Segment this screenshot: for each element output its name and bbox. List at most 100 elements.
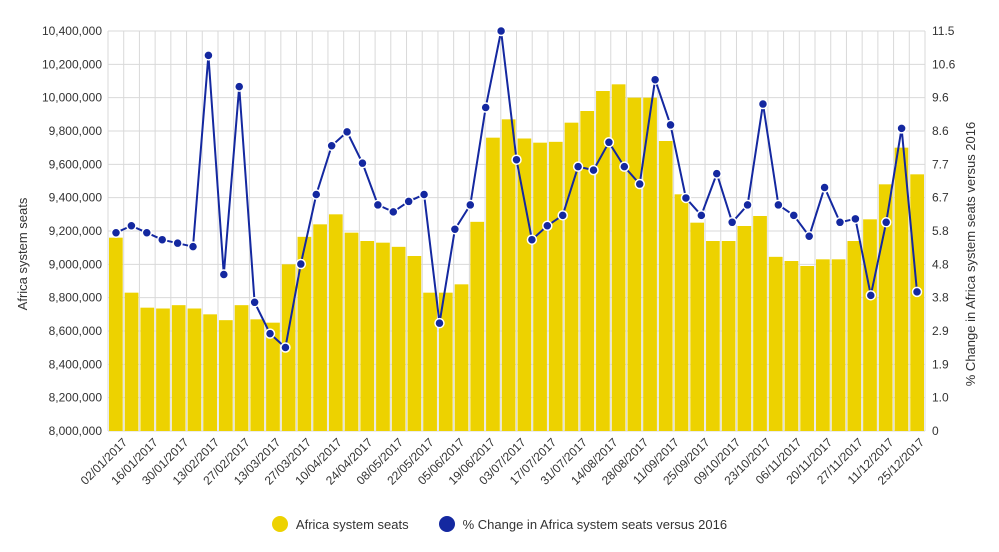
left-tick-label: 8,200,000 [49, 391, 103, 405]
legend: Africa system seats % Change in Africa s… [0, 516, 999, 532]
bar [580, 111, 595, 431]
legend-swatch-seats [271, 516, 288, 532]
bar [203, 314, 217, 431]
x-axis-ticks: 02/01/201716/01/201730/01/201713/02/2017… [78, 435, 928, 488]
line-point [619, 161, 630, 172]
line-point [511, 154, 522, 165]
bar [234, 305, 249, 431]
line-point [341, 126, 353, 138]
line-point [141, 227, 153, 238]
bar [627, 97, 642, 432]
bar [800, 266, 815, 431]
bar [486, 137, 500, 431]
bar [517, 138, 532, 431]
bar [391, 246, 406, 431]
bar [611, 84, 626, 431]
line-point [850, 213, 861, 225]
line-point [233, 81, 245, 92]
bar [109, 237, 123, 431]
right-tick-label: 0 [932, 424, 939, 438]
line-point [172, 237, 183, 249]
line-point [711, 168, 722, 179]
line-point [665, 119, 676, 131]
bar [266, 322, 280, 431]
line-point [249, 297, 260, 308]
line-point [634, 178, 645, 190]
line-point [788, 210, 800, 221]
line-point [603, 137, 615, 148]
bar [784, 261, 799, 431]
right-tick-label: 1.0 [932, 391, 949, 405]
left-tick-label: 10,200,000 [42, 57, 102, 71]
line-point [187, 241, 199, 252]
line-point [834, 217, 846, 228]
left-tick-label: 9,400,000 [49, 191, 103, 205]
line-point [465, 199, 476, 211]
right-tick-label: 8.6 [932, 124, 949, 138]
line-point [865, 290, 877, 301]
line-series [110, 25, 923, 353]
bar [423, 292, 437, 431]
bar [658, 141, 673, 431]
bar [894, 147, 909, 431]
bar [847, 241, 862, 431]
bar [187, 308, 202, 431]
bar [533, 142, 547, 431]
line-point [264, 328, 276, 339]
line-point [326, 140, 337, 152]
line-point [649, 74, 661, 85]
bar [470, 221, 485, 431]
left-tick-label: 9,000,000 [49, 257, 103, 271]
line-point [880, 217, 892, 228]
left-tick-label: 8,400,000 [49, 357, 103, 371]
bar [250, 319, 265, 431]
bar [831, 259, 846, 431]
bar [706, 241, 720, 431]
legend-item-seats[interactable]: Africa system seats [271, 516, 409, 532]
line-point [357, 157, 368, 169]
bar [674, 194, 689, 431]
bar [548, 141, 563, 432]
line-point [372, 199, 384, 211]
bar [863, 219, 877, 431]
left-tick-label: 9,800,000 [49, 124, 103, 138]
left-tick-label: 8,600,000 [49, 324, 103, 338]
left-tick-label: 8,800,000 [49, 291, 103, 305]
right-tick-label: 1.9 [932, 357, 949, 371]
bar [297, 236, 312, 431]
left-tick-label: 10,400,000 [42, 24, 102, 38]
line-point [280, 342, 291, 353]
line-point [126, 220, 137, 232]
line-point [449, 224, 461, 235]
line-point [680, 192, 692, 204]
bar [501, 119, 516, 431]
left-axis-title: Africa system seats [15, 197, 30, 310]
bar [124, 292, 139, 431]
bar [218, 320, 233, 431]
left-axis-ticks: 8,000,000 8,200,000 8,400,000 8,600,000 8,80… [42, 24, 102, 438]
line-point [418, 189, 430, 200]
right-tick-label: 9.6 [932, 91, 949, 105]
legend-item-change[interactable]: % Change in Africa system seats versus 2… [438, 516, 727, 532]
line-point [388, 206, 399, 218]
bar [156, 308, 170, 431]
bar [878, 184, 893, 431]
line-point [311, 189, 322, 200]
line-point [156, 234, 168, 245]
line-point [742, 199, 753, 211]
bar [313, 224, 327, 431]
left-tick-label: 9,200,000 [49, 224, 103, 238]
bar [596, 91, 610, 431]
bar [768, 256, 783, 431]
line-point [542, 220, 553, 232]
left-tick-label: 8,000,000 [49, 424, 103, 438]
line-point [110, 227, 122, 238]
right-tick-label: 3.8 [932, 291, 949, 305]
line-point [773, 199, 784, 211]
line-point [572, 161, 584, 172]
line-point [218, 269, 230, 280]
line-point [819, 182, 830, 193]
line-point [526, 234, 538, 245]
right-tick-label: 5.8 [932, 224, 949, 238]
